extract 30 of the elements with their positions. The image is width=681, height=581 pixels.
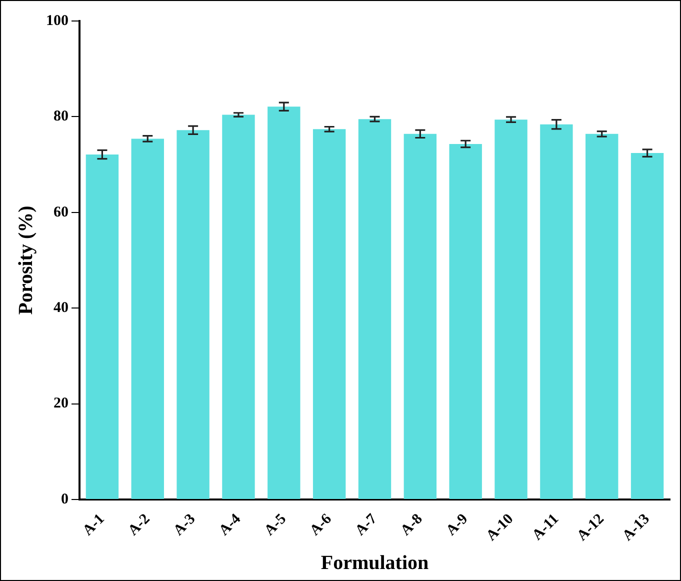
bar bbox=[176, 130, 210, 499]
y-tick-label: 20 bbox=[54, 396, 68, 412]
bar bbox=[449, 144, 482, 499]
bar bbox=[494, 120, 528, 499]
x-tick-label: A-6 bbox=[307, 510, 336, 539]
bar bbox=[131, 138, 164, 499]
bar bbox=[222, 114, 255, 499]
bar bbox=[630, 153, 664, 499]
y-tick-label: 100 bbox=[46, 12, 68, 29]
y-tick-label: 0 bbox=[61, 491, 68, 508]
x-tick-label: A-7 bbox=[352, 510, 381, 539]
x-axis-title: Formulation bbox=[320, 552, 429, 574]
x-tick-label: A-9 bbox=[443, 511, 472, 539]
bar bbox=[404, 134, 437, 499]
x-tick-label: A-8 bbox=[398, 511, 426, 539]
y-axis-title: Porosity (%) bbox=[15, 206, 38, 315]
x-tick-label: A-4 bbox=[216, 510, 244, 539]
bar bbox=[586, 134, 618, 499]
bar bbox=[540, 124, 573, 499]
y-tick-label: 40 bbox=[54, 300, 68, 316]
x-tick-label: A-3 bbox=[170, 511, 199, 539]
y-tick-label: 80 bbox=[54, 108, 68, 125]
bar bbox=[86, 154, 119, 499]
bar bbox=[312, 129, 346, 499]
y-tick-label: 60 bbox=[54, 204, 68, 220]
x-tick-label: A-1 bbox=[80, 511, 108, 539]
x-tick-label: A-2 bbox=[125, 511, 154, 539]
bar bbox=[358, 119, 392, 499]
bar bbox=[268, 106, 300, 499]
x-tick-label: A-5 bbox=[262, 511, 290, 539]
